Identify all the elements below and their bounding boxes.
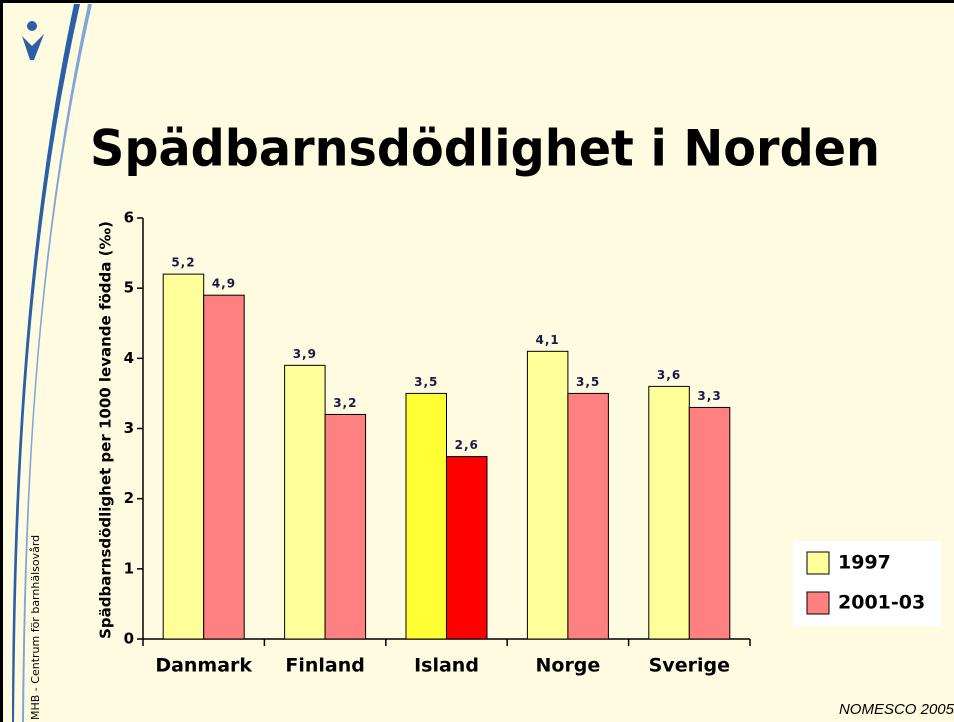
bar xyxy=(688,406,731,640)
x-tick-label: Island xyxy=(414,655,479,677)
border-left xyxy=(0,0,3,722)
y-tick-label: 1 xyxy=(124,559,134,577)
border-top xyxy=(0,0,954,3)
bar xyxy=(526,350,569,640)
bar xyxy=(567,392,609,640)
x-tick-label: Finland xyxy=(285,655,364,677)
source: NOMESCO 2005 xyxy=(839,701,954,718)
x-tick-label: Norge xyxy=(535,655,600,677)
value-label: 3,9 xyxy=(293,347,317,361)
x-tick-label: Danmark xyxy=(155,655,252,677)
bar xyxy=(324,413,367,640)
value-label: 4,9 xyxy=(212,277,236,291)
legend-label: 1997 xyxy=(838,552,891,574)
legend-label: 2001-03 xyxy=(838,592,925,614)
bar xyxy=(405,392,447,640)
y-tick-label: 2 xyxy=(124,489,134,507)
value-label: 3,5 xyxy=(576,375,600,389)
y-tick-label: 6 xyxy=(124,209,134,227)
value-label: 3,2 xyxy=(333,396,357,410)
bar xyxy=(203,294,245,640)
bar xyxy=(162,273,205,640)
y-axis-label: Spädbarnsdödlighet per 1000 levande född… xyxy=(97,221,115,639)
bar xyxy=(648,385,690,640)
side-text: MHB - Centrum för barnhälsovård xyxy=(29,535,42,720)
x-tick-label: Sverige xyxy=(649,655,730,677)
legend-swatch xyxy=(806,551,830,575)
y-tick-label: 3 xyxy=(124,419,134,437)
value-label: 3,6 xyxy=(657,368,681,382)
bar xyxy=(284,364,326,640)
value-label: 4,1 xyxy=(536,333,560,347)
value-label: 2,6 xyxy=(455,438,479,452)
value-label: 3,5 xyxy=(414,375,438,389)
legend-swatch xyxy=(806,591,830,615)
value-label: 5,2 xyxy=(171,256,195,270)
value-label: 3,3 xyxy=(697,389,721,403)
bar xyxy=(446,456,488,640)
chart-title: Spädbarnsdödlighet i Norden xyxy=(90,120,880,178)
y-tick-label: 0 xyxy=(124,630,134,648)
logo xyxy=(12,4,92,722)
y-tick-label: 4 xyxy=(124,349,134,367)
y-tick-label: 5 xyxy=(124,279,134,297)
